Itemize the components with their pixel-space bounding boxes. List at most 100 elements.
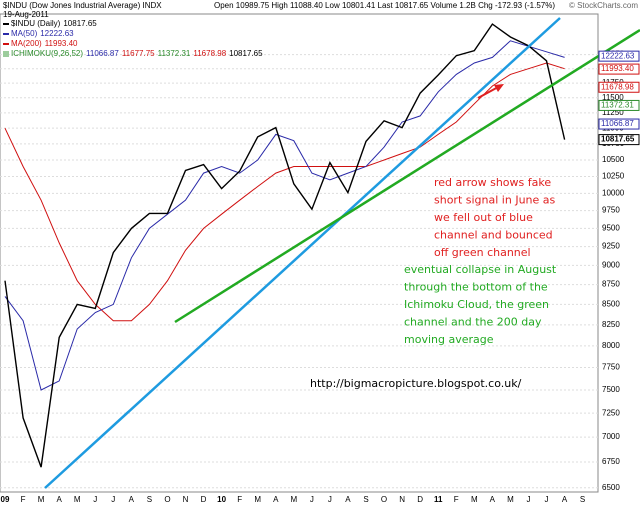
value-box	[598, 99, 640, 111]
x-tick-label: N	[183, 495, 189, 504]
value-box	[598, 81, 640, 93]
plot-area	[0, 13, 599, 493]
x-tick-label: M	[471, 495, 478, 504]
legend-value: 11677.75	[122, 49, 155, 58]
x-tick-label: M	[38, 495, 45, 504]
legend-value: 11678.98	[193, 49, 226, 58]
x-tick-label: S	[580, 495, 585, 504]
value-box	[598, 50, 640, 62]
y-tick-label: 7250	[602, 408, 620, 417]
x-tick-label: M	[254, 495, 261, 504]
y-tick-label: 9000	[602, 260, 620, 269]
annotation-green: moving average	[404, 333, 494, 346]
legend-name: ICHIMOKU(9,26,52)	[11, 49, 83, 58]
x-tick-label: J	[545, 495, 549, 504]
annotation-url: http://bigmacropicture.blogspot.co.uk/	[310, 377, 522, 390]
x-tick-label: F	[21, 495, 26, 504]
x-tick-label: 11	[434, 495, 443, 504]
y-tick-label: 9500	[602, 224, 620, 233]
annotation-red: channel and bounced	[434, 229, 553, 242]
annotation-green: through the bottom of the	[404, 281, 548, 294]
green-channel	[174, 28, 640, 324]
chart-date: 19-Aug-2011	[3, 10, 49, 19]
annotation-red: off green channel	[434, 246, 531, 259]
annotation-green: eventual collapse in August	[404, 263, 557, 276]
x-tick-label: S	[147, 495, 152, 504]
legend-value: 10817.65	[63, 19, 97, 28]
annotation-green: Ichimoku Cloud, the green	[404, 298, 549, 311]
y-tick-label: 10250	[602, 172, 625, 181]
y-tick-label: 8250	[602, 320, 620, 329]
x-tick-label: A	[56, 495, 62, 504]
annotation-green: channel and the 200 day	[404, 316, 542, 329]
x-tick-label: N	[399, 495, 405, 504]
x-tick-label: A	[273, 495, 279, 504]
x-tick-label: O	[381, 495, 387, 504]
stats: Open 10989.75 High 11088.40 Low 10801.41…	[214, 1, 555, 10]
legend-value: 12222.63	[40, 29, 74, 38]
chart-title: $INDU (Dow Jones Industrial Average) IND…	[3, 1, 162, 10]
annotation-red: short signal in June as	[434, 194, 556, 207]
y-tick-label: 9750	[602, 206, 620, 215]
value-box-label: 11066.87	[601, 119, 634, 128]
x-tick-label: A	[562, 495, 568, 504]
y-tick-label: 10000	[602, 188, 625, 197]
legend-swatch	[3, 51, 9, 57]
series-line	[4, 23, 566, 468]
y-tick-label: 8750	[602, 280, 620, 289]
y-tick-label: 6750	[602, 457, 620, 466]
y-tick-label: 9250	[602, 242, 620, 251]
x-tick-label: F	[237, 495, 242, 504]
y-tick-label: 7500	[602, 385, 620, 394]
value-box-label: 11372.31	[601, 101, 634, 110]
red-arrow-head	[494, 84, 504, 92]
watermark: © StockCharts.com	[569, 1, 638, 10]
x-tick-label: M	[507, 495, 514, 504]
y-tick-label: 7750	[602, 363, 620, 372]
x-tick-label: A	[490, 495, 496, 504]
y-tick-label: 8000	[602, 341, 620, 350]
x-tick-label: 10	[217, 495, 226, 504]
annotation-red: we fell out of blue	[434, 211, 533, 224]
y-tick-label: 6500	[602, 483, 620, 492]
value-box	[598, 134, 640, 146]
value-box-label: 11993.40	[601, 64, 634, 73]
x-tick-label: M	[74, 495, 81, 504]
x-tick-label: J	[111, 495, 115, 504]
x-tick-label: 09	[1, 495, 10, 504]
legend-name: MA(50)	[11, 29, 38, 38]
value-box	[598, 118, 640, 130]
x-tick-label: J	[328, 495, 332, 504]
legend-name: $INDU (Daily)	[11, 19, 61, 28]
series-line	[4, 40, 565, 391]
value-box-label: 11678.98	[601, 82, 634, 91]
y-tick-label: 8500	[602, 300, 620, 309]
legend-value: 11993.40	[45, 39, 78, 48]
y-tick-label: 10500	[602, 155, 625, 164]
annotation-red: red arrow shows fake	[434, 176, 551, 189]
legend-value: 11066.87	[86, 49, 119, 58]
x-tick-label: S	[363, 495, 368, 504]
x-tick-label: M	[290, 495, 297, 504]
y-tick-label: 11250	[602, 108, 624, 117]
value-box-label: 10817.65	[601, 135, 635, 144]
x-tick-label: J	[526, 495, 530, 504]
legend-value: 10817.65	[229, 49, 263, 58]
value-box-label: 12222.63	[601, 51, 635, 60]
legend-value: 11372.31	[158, 49, 191, 58]
x-tick-label: J	[310, 495, 314, 504]
x-tick-label: F	[454, 495, 459, 504]
value-box	[598, 63, 640, 75]
legend-name: MA(200)	[11, 39, 42, 48]
x-tick-label: O	[164, 495, 170, 504]
series-line	[4, 62, 565, 322]
x-tick-label: A	[345, 495, 351, 504]
x-tick-label: J	[93, 495, 97, 504]
y-tick-label: 11500	[602, 93, 624, 102]
x-tick-label: D	[417, 495, 423, 504]
x-tick-label: A	[129, 495, 135, 504]
x-tick-label: D	[201, 495, 207, 504]
y-tick-label: 7000	[602, 432, 620, 441]
blue-channel	[44, 17, 561, 489]
